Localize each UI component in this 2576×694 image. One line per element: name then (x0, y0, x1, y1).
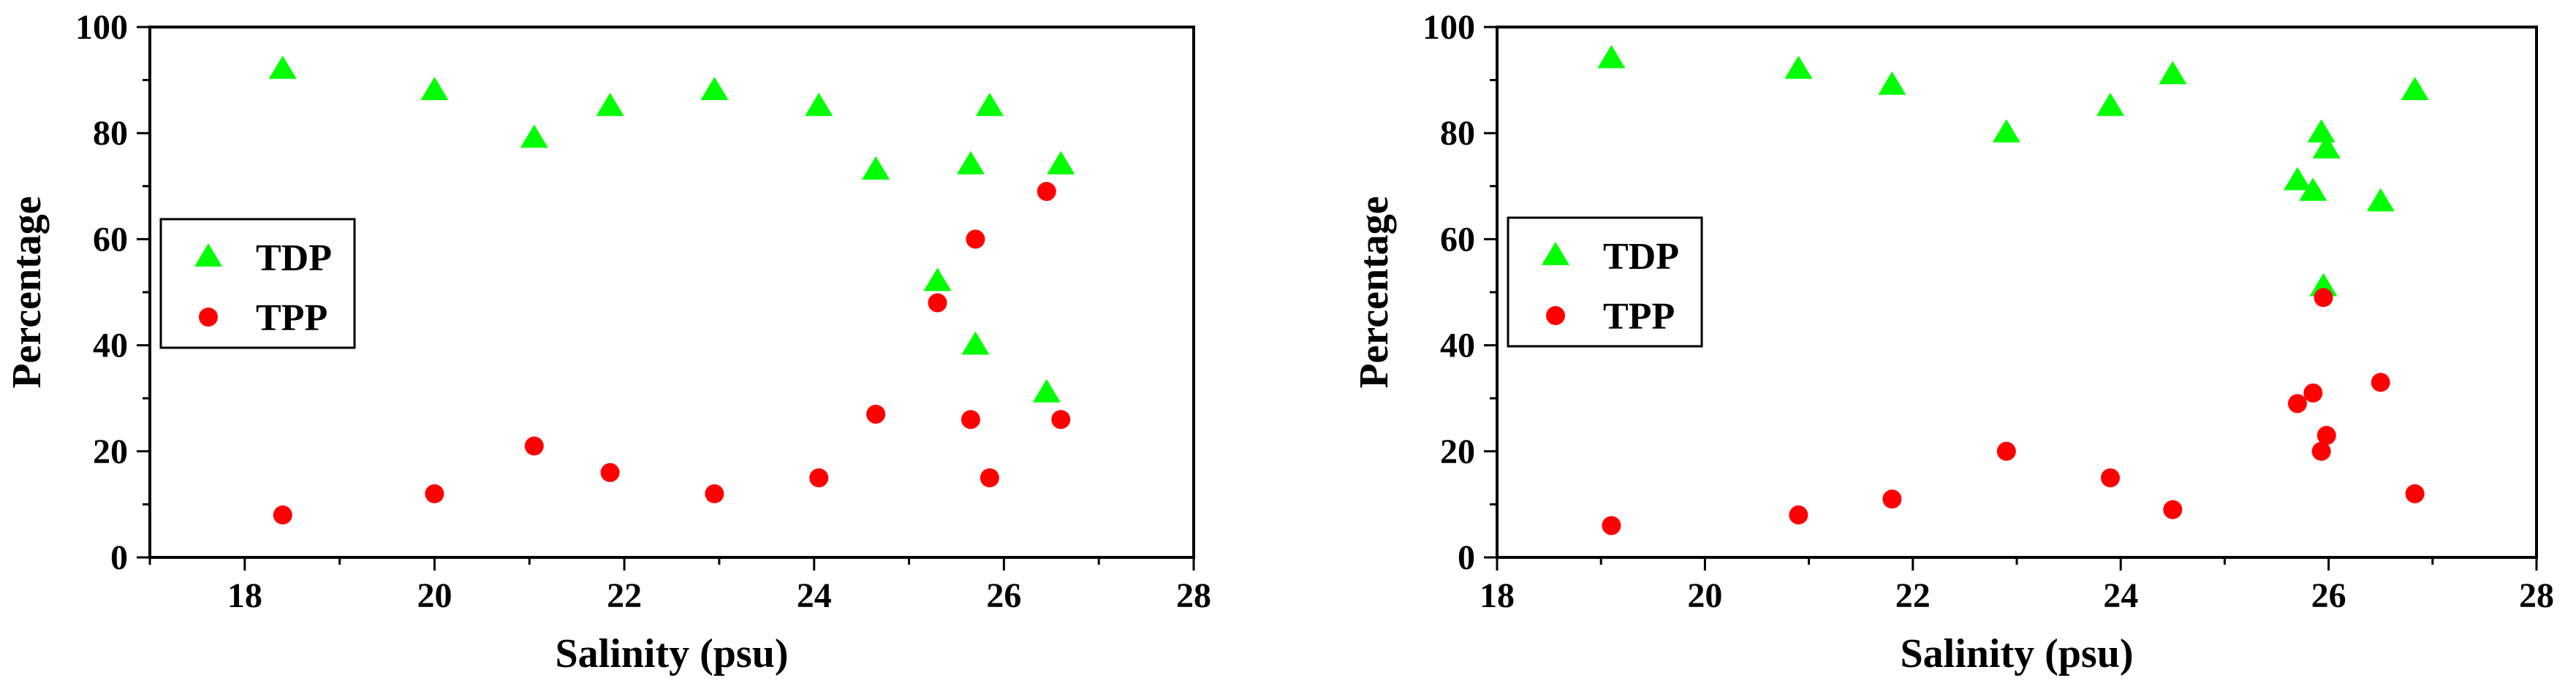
data-point-tpp (966, 229, 985, 249)
y-tick-label: 20 (93, 432, 128, 471)
data-point-tpp (705, 484, 724, 503)
y-tick-label: 20 (1440, 432, 1475, 471)
data-point-tdp (862, 156, 890, 180)
series-tdp (268, 56, 1075, 403)
y-tick-label: 60 (93, 220, 128, 259)
x-tick-label: 24 (797, 576, 832, 615)
data-point-tdp (2309, 272, 2338, 297)
y-axis-title: Percentage (4, 196, 50, 388)
data-point-tpp (1789, 505, 1808, 525)
x-tick-label: 26 (2311, 576, 2346, 615)
x-tick-label: 18 (227, 576, 262, 615)
data-point-tdp (923, 267, 952, 291)
data-point-tpp (2311, 441, 2331, 461)
data-point-tpp (2303, 383, 2323, 403)
data-point-tpp (961, 410, 980, 430)
data-point-tpp (866, 404, 886, 424)
data-point-tdp (700, 77, 729, 100)
series-tpp (273, 182, 1071, 525)
x-tick-label: 26 (986, 576, 1021, 615)
data-point-tpp (600, 462, 620, 482)
legend-label-tdp: TDP (1603, 236, 1679, 278)
data-point-tdp (2299, 178, 2327, 201)
data-point-tdp (268, 56, 297, 79)
x-tick-label: 22 (607, 576, 642, 615)
y-tick-label: 100 (75, 8, 128, 47)
data-point-tdp (1784, 56, 1813, 79)
data-point-tpp (809, 468, 829, 488)
data-point-tdp (961, 331, 990, 355)
data-point-tdp (1992, 119, 2020, 143)
data-point-tpp (1037, 182, 1056, 202)
x-tick-label: 22 (1895, 576, 1931, 615)
legend-marker-tpp (1546, 306, 1565, 325)
data-point-tpp (524, 436, 544, 456)
data-point-tpp (980, 468, 999, 488)
data-point-tpp (2163, 500, 2183, 519)
data-point-tpp (1996, 441, 2016, 461)
legend: TDP TPP (159, 218, 356, 349)
data-point-tdp (975, 92, 1004, 116)
x-tick-label: 18 (1480, 576, 1515, 615)
y-tick-label: 80 (93, 114, 128, 153)
legend-label-tdp: TDP (256, 237, 332, 279)
y-tick-label: 80 (1440, 114, 1475, 153)
data-point-tpp (2100, 468, 2120, 488)
data-point-tpp (1882, 489, 1902, 509)
y-tick-label: 40 (93, 327, 128, 365)
legend-label-tpp: TPP (256, 297, 327, 339)
data-point-tdp (2307, 119, 2336, 143)
legend-marker-tpp (199, 308, 218, 327)
legend: TDP TPP (1507, 216, 1703, 348)
chart-panel-1: 18 20 22 24 26 28 0 20 40 60 80 100 Salinity (psu) Pe… (4, 8, 1211, 676)
data-point-tdp (420, 77, 449, 100)
data-point-tdp (956, 150, 985, 175)
data-point-tdp (520, 124, 548, 148)
data-point-tdp (2159, 61, 2187, 85)
y-tick-label: 40 (1440, 327, 1475, 365)
series-tpp (1602, 288, 2425, 535)
data-point-tpp (2287, 394, 2307, 413)
x-tick-label: 28 (2519, 576, 2554, 615)
legend-box (159, 218, 356, 349)
x-axis-title: Salinity (psu) (556, 631, 789, 676)
data-point-tdp (2096, 92, 2125, 116)
x-tick-label: 20 (417, 576, 452, 615)
legend-label-tpp: TPP (1603, 296, 1675, 338)
data-point-tdp (1878, 71, 1906, 95)
data-point-tdp (805, 92, 833, 116)
y-tick-label: 0 (110, 538, 128, 577)
data-point-tdp (596, 92, 624, 116)
data-point-tpp (928, 293, 947, 313)
data-point-tdp (2366, 188, 2395, 212)
data-point-tpp (2405, 484, 2425, 503)
series-tdp (1597, 45, 2429, 297)
y-tick-label: 0 (1458, 538, 1475, 577)
y-axis-title: Percentage (1352, 196, 1397, 388)
data-point-tpp (2316, 426, 2336, 446)
data-point-tdp (2283, 167, 2311, 191)
x-tick-label: 20 (1687, 576, 1722, 615)
y-tick-label: 60 (1440, 220, 1475, 259)
chart-panel-2: 18 20 22 24 26 28 0 20 40 60 80 100 Salinity (psu) Pe… (1352, 8, 2554, 676)
data-point-tpp (1051, 410, 1071, 430)
data-point-tdp (1047, 150, 1075, 175)
data-point-tdp (2312, 135, 2341, 159)
data-point-tdp (2401, 77, 2429, 100)
data-point-tpp (2371, 373, 2390, 392)
data-point-tpp (425, 484, 444, 503)
legend-box (1507, 216, 1703, 348)
legend-marker-tdp (1541, 242, 1570, 265)
x-axis-title: Salinity (psu) (1901, 631, 2134, 676)
data-point-tdp (1597, 45, 1626, 69)
data-point-tpp (1602, 516, 1621, 535)
x-tick-label: 24 (2103, 576, 2138, 615)
data-point-tpp (273, 505, 292, 525)
data-point-tdp (1032, 378, 1061, 403)
x-tick-label: 28 (1176, 576, 1211, 615)
legend-marker-tdp (194, 243, 223, 267)
data-point-tpp (2314, 288, 2333, 308)
y-tick-label: 100 (1423, 8, 1475, 47)
